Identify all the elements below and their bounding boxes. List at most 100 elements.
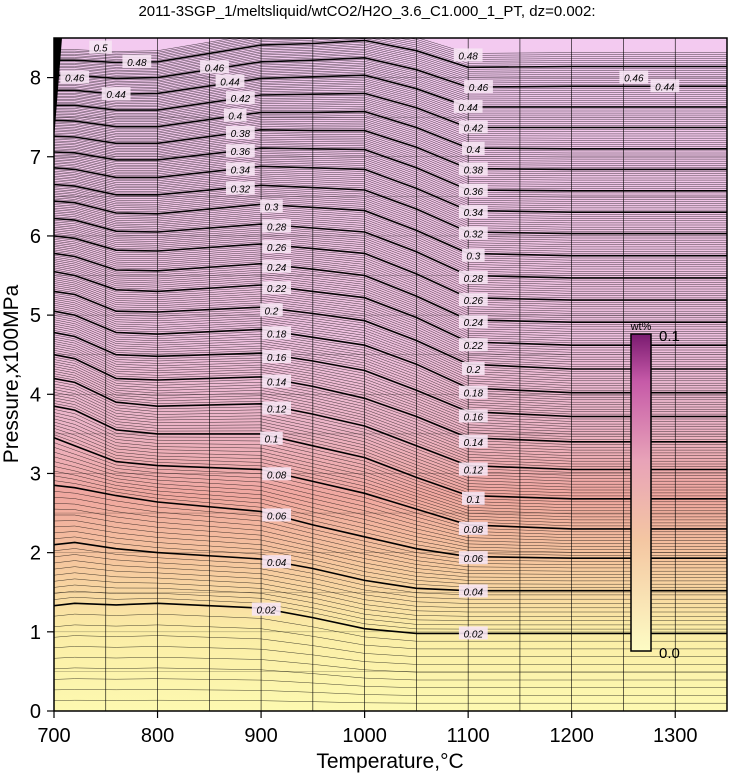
contour-label: 0.48 <box>458 51 478 62</box>
contour-label: 0.14 <box>464 438 484 449</box>
contour-label-box <box>225 181 255 195</box>
contour-label-box <box>458 409 488 423</box>
contour-label: 0.46 <box>624 74 644 85</box>
minor-contour <box>54 38 727 60</box>
major-contour-0.26 <box>54 235 727 301</box>
contour-label: 0.08 <box>464 525 484 536</box>
contour-label-box <box>262 219 292 233</box>
contour-label: 0.46 <box>65 74 85 85</box>
contour-label-box <box>462 141 485 155</box>
contour-label: 0.36 <box>231 147 251 158</box>
contour-label-box <box>458 584 488 598</box>
contour-label-box <box>225 126 255 140</box>
contour-label: 0.38 <box>464 165 484 176</box>
contour-label-box <box>260 431 283 445</box>
contour-label: 0.28 <box>267 222 287 233</box>
major-contour-0.34 <box>54 165 727 213</box>
major-contour-0.18 <box>54 310 727 394</box>
contour-label-box <box>223 108 247 122</box>
contour-label-box <box>262 374 292 388</box>
major-contour-0.2 <box>54 290 727 370</box>
y-tick-label: 0 <box>30 701 41 723</box>
y-axis-title: Pressure,x100MPa <box>0 284 23 463</box>
colorbar-max-label: 0.1 <box>659 328 680 345</box>
contour-label-box <box>122 54 152 68</box>
major-contour-0.3 <box>54 200 727 257</box>
minor-contour <box>54 38 727 58</box>
contour-label: 0.22 <box>464 341 484 352</box>
contour-label: 0.28 <box>464 274 484 285</box>
colorbar-gradient <box>630 333 652 652</box>
y-tick-label: 8 <box>30 68 41 90</box>
contour-label: 0.12 <box>464 466 484 477</box>
contour-label: 0.04 <box>464 587 484 598</box>
contour-label: 0.34 <box>231 165 251 176</box>
contour-label: 0.18 <box>267 329 287 340</box>
major-contour-0.06 <box>54 484 727 559</box>
major-contour-0.08 <box>54 437 727 530</box>
contour-label: 0.14 <box>267 378 287 389</box>
contour-label-box <box>225 91 255 105</box>
contour-label-box <box>262 350 292 364</box>
contour-label-box <box>462 248 485 262</box>
colorbar-min-label: 0.0 <box>659 645 680 662</box>
contour-label-box <box>458 434 488 448</box>
contour-label-box <box>458 521 488 535</box>
contour-label-box <box>458 462 488 476</box>
x-tick-label: 1300 <box>653 725 698 747</box>
contour-label: 0.22 <box>267 284 287 295</box>
contour-label-box <box>458 205 488 219</box>
x-tick-label: 1000 <box>342 725 387 747</box>
contour-label: 0.02 <box>464 629 484 640</box>
major-contour-0.48 <box>54 39 727 69</box>
contour-label: 0.12 <box>267 405 287 416</box>
major-contour-0.24 <box>54 252 727 323</box>
contour-label-box <box>619 70 649 84</box>
contour-label-box <box>262 555 292 569</box>
y-tick-label: 7 <box>30 147 41 169</box>
contour-label: 0.46 <box>469 83 489 94</box>
contour-label: 0.2 <box>466 365 480 376</box>
contour-label: 0.36 <box>464 187 484 198</box>
contour-label: 0.44 <box>655 82 675 93</box>
contour-label-box <box>464 80 493 94</box>
major-contour-0.14 <box>54 353 727 443</box>
contour-label: 0.24 <box>267 263 287 274</box>
contour-label: 0.26 <box>464 296 484 307</box>
x-tick-label: 1100 <box>447 725 490 747</box>
contour-label-box <box>458 293 488 307</box>
contour-label-box <box>453 99 483 113</box>
contour-label: 0.1 <box>466 495 480 506</box>
contour-label-box <box>462 491 485 505</box>
contour-label: 0.44 <box>106 90 126 101</box>
y-tick-label: 2 <box>30 543 41 565</box>
contour-label-box <box>262 467 292 481</box>
plot-frame <box>53 37 728 712</box>
contour-label: 0.44 <box>458 103 478 114</box>
contour-label: 0.08 <box>267 470 287 481</box>
contour-label-box <box>225 162 255 176</box>
contour-label: 0.38 <box>231 129 251 140</box>
y-tick-label: 6 <box>30 226 41 248</box>
y-tick-label: 3 <box>30 463 41 485</box>
major-contour-0.32 <box>54 183 727 235</box>
contour-label-box <box>260 199 283 213</box>
y-tick-label: 4 <box>30 384 41 406</box>
contour-label-box <box>101 87 131 101</box>
contour-label: 0.42 <box>231 94 251 105</box>
contour-label-box <box>262 508 292 522</box>
contour-label-box <box>200 60 229 74</box>
major-contour-0.4 <box>54 110 727 150</box>
contour-label: 0.16 <box>464 412 484 423</box>
grid <box>54 38 727 711</box>
axes: 700 800 900 1000 1100 1200 1300 0 1 2 3 4 5 6 7 8 <box>30 68 698 747</box>
contour-label-box <box>262 326 292 340</box>
major-contour-0.42 <box>54 92 727 129</box>
contour-label: 0.24 <box>464 318 484 329</box>
major-contour-0.28 <box>54 217 727 279</box>
x-tick-label: 700 <box>37 725 70 747</box>
contour-label: 0.32 <box>231 184 251 195</box>
contour-label-box <box>458 183 488 197</box>
contour-label-box <box>458 338 488 352</box>
